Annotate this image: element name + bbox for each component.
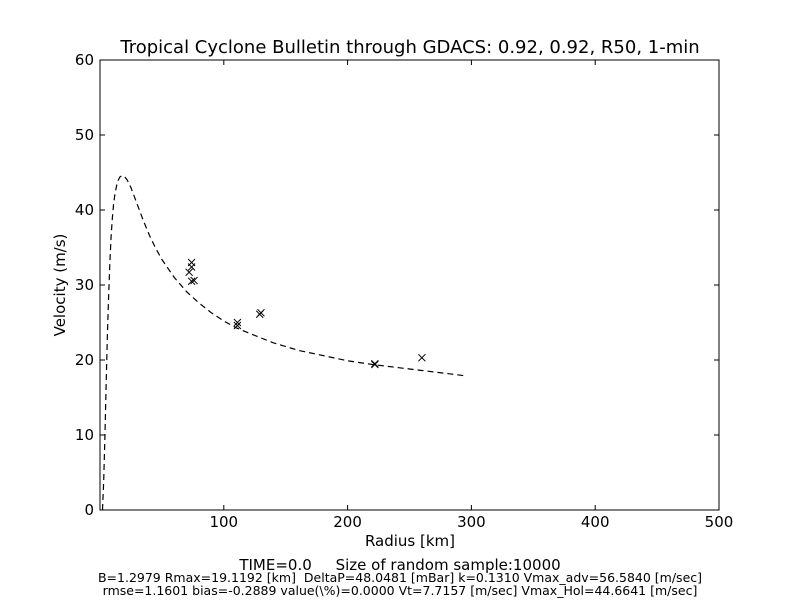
observation-marker bbox=[371, 360, 379, 369]
y-tick-label: 50 bbox=[75, 126, 94, 144]
y-tick-label: 0 bbox=[84, 501, 94, 519]
tick-layer: 100 200 300 400 500 0 10 20 30 40 50 60 bbox=[75, 51, 733, 531]
observation-marker bbox=[233, 321, 242, 330]
observation-marker bbox=[257, 308, 265, 317]
observation-marker bbox=[190, 276, 198, 285]
observation-marker bbox=[418, 353, 426, 362]
footer-statistics: rmse=1.1601 bias=-0.2889 value(\%)=0.000… bbox=[102, 583, 698, 598]
y-tick-label: 40 bbox=[75, 201, 94, 219]
x-tick-label: 300 bbox=[457, 513, 486, 531]
observation-marker bbox=[185, 268, 193, 277]
observation-marker bbox=[187, 263, 196, 271]
chart-title: Tropical Cyclone Bulletin through GDACS:… bbox=[119, 37, 699, 58]
fitted-profile-line bbox=[101, 174, 466, 511]
x-axis-label: Radius [km] bbox=[365, 532, 455, 550]
x-tick-label: 100 bbox=[209, 513, 238, 531]
x-tick-label: 200 bbox=[333, 513, 362, 531]
x-tick-label: 400 bbox=[581, 513, 610, 531]
plot-frame bbox=[99, 59, 720, 511]
y-tick-label: 60 bbox=[75, 51, 94, 69]
y-tick-label: 30 bbox=[75, 276, 94, 294]
observation-marker bbox=[371, 359, 379, 368]
observation-marker bbox=[233, 318, 242, 327]
y-tick-label: 10 bbox=[75, 426, 94, 444]
y-axis-label: Velocity (m/s) bbox=[51, 234, 69, 337]
series-layer bbox=[101, 174, 466, 511]
x-tick-label: 500 bbox=[705, 513, 734, 531]
observation-marker bbox=[187, 277, 196, 286]
footer-parameters: B=1.2979 Rmax=19.1192 [km] DeltaP=48.048… bbox=[97, 570, 703, 585]
plot-area: 100 200 300 400 500 0 10 20 30 40 50 60 bbox=[75, 51, 733, 531]
footer-time-sample: TIME=0.0 Size of random sample:10000 bbox=[239, 556, 561, 574]
y-tick-label: 20 bbox=[75, 351, 94, 369]
